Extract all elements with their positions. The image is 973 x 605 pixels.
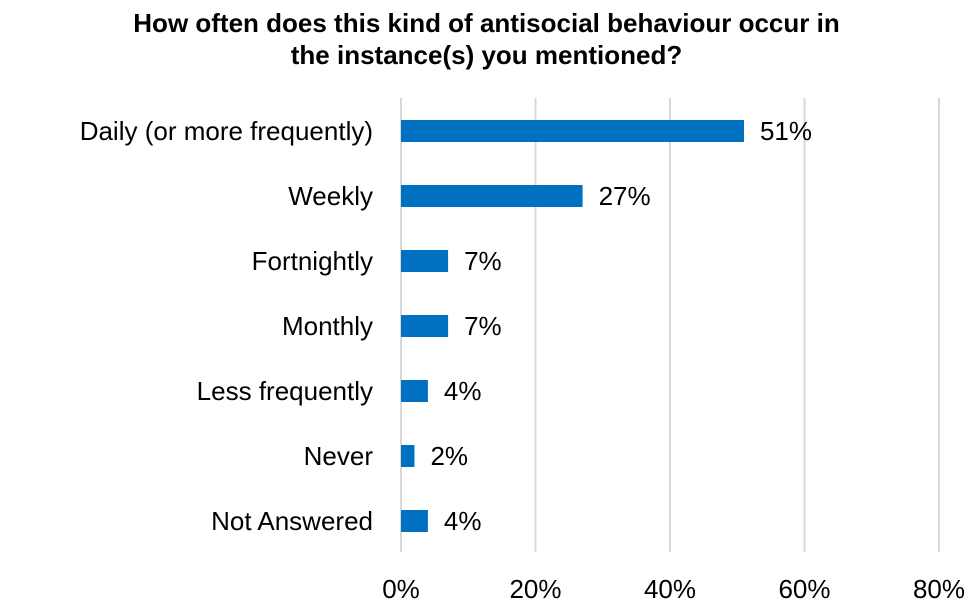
category-label: Monthly	[282, 311, 373, 341]
x-tick-label: 20%	[509, 574, 561, 604]
data-label: 4%	[444, 506, 482, 536]
data-label: 27%	[599, 181, 651, 211]
bar	[401, 120, 744, 142]
bar	[401, 445, 415, 467]
data-label: 51%	[760, 116, 812, 146]
category-label: Fortnightly	[252, 246, 373, 276]
data-label: 4%	[444, 376, 482, 406]
bar	[401, 315, 449, 337]
x-tick-label: 80%	[913, 574, 965, 604]
x-tick-label: 60%	[778, 574, 830, 604]
chart-title-line-1: How often does this kind of antisocial b…	[133, 8, 840, 38]
bar	[401, 250, 449, 272]
bar	[401, 380, 428, 402]
data-label: 7%	[464, 311, 502, 341]
category-label: Daily (or more frequently)	[80, 116, 373, 146]
x-tick-label: 0%	[382, 574, 420, 604]
chart-title-line-2: the instance(s) you mentioned?	[290, 40, 683, 70]
data-label: 2%	[430, 441, 468, 471]
category-label: Not Answered	[211, 506, 373, 536]
bar	[401, 510, 428, 532]
x-tick-label: 40%	[644, 574, 696, 604]
category-label: Less frequently	[197, 376, 373, 406]
category-label: Weekly	[288, 181, 373, 211]
data-label: 7%	[464, 246, 502, 276]
category-label: Never	[304, 441, 374, 471]
bar	[401, 185, 583, 207]
